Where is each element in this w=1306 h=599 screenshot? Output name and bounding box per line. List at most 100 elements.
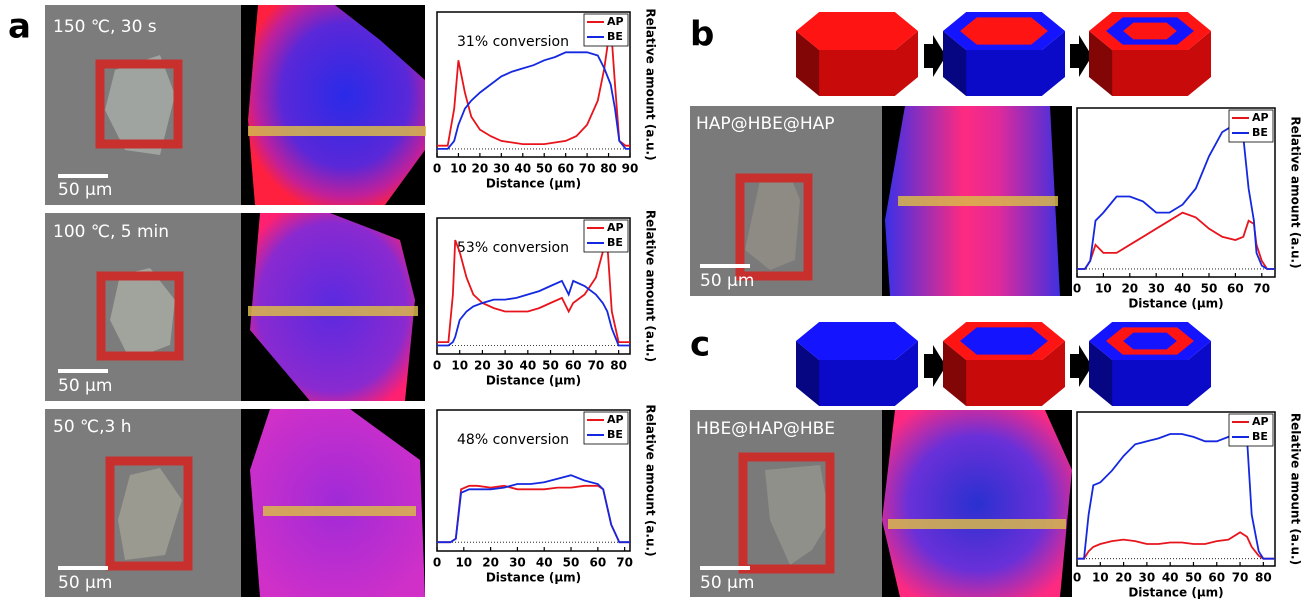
x-axis-label: Distance (μm) [486, 177, 581, 191]
x-tick-label: 0 [1073, 571, 1081, 585]
x-tick-label: 60 [557, 162, 574, 176]
y-axis-label: Relative amount (a.u.) [644, 404, 658, 556]
annotation: 53% conversion [457, 240, 569, 256]
x-tick-label: 40 [1174, 282, 1191, 296]
legend-label: BE [607, 236, 623, 249]
x-tick-label: 70 [1232, 571, 1249, 585]
x-tick-label: 20 [482, 556, 499, 570]
x-axis-label: Distance (μm) [486, 374, 581, 388]
prism-top [960, 17, 1048, 44]
x-tick-label: 60 [565, 359, 582, 373]
prism-top [1123, 333, 1177, 350]
y-axis-label: Relative amount (a.u.) [644, 210, 658, 362]
x-axis-label: Distance (μm) [486, 571, 581, 585]
scale-bar [700, 264, 750, 268]
x-axis-label: Distance (μm) [1128, 297, 1223, 311]
legend-label: BE [1252, 126, 1268, 139]
x-tick-label: 70 [588, 359, 605, 373]
x-tick-label: 60 [589, 556, 606, 570]
x-tick-label: 20 [1115, 571, 1132, 585]
x-tick-label: 30 [509, 556, 526, 570]
x-tick-label: 60 [1227, 282, 1244, 296]
legend-label: BE [607, 428, 623, 441]
panel-label: b [690, 15, 714, 55]
legend-label: BE [607, 30, 623, 43]
legend-label: BE [1252, 430, 1268, 443]
x-tick-label: 60 [1208, 571, 1225, 585]
x-tick-label: 40 [514, 162, 531, 176]
annotation: 48% conversion [457, 432, 569, 448]
arrow [1070, 35, 1092, 77]
image-caption: HAP@HBE@HAP [696, 114, 835, 134]
x-tick-label: 50 [563, 556, 580, 570]
legend-label: AP [607, 15, 624, 28]
legend-label: AP [607, 413, 624, 426]
scale-label: 50 μm [700, 573, 754, 593]
x-tick-label: 50 [1201, 282, 1218, 296]
x-tick-label: 30 [1148, 282, 1165, 296]
y-axis-label: Relative amount (a.u.) [644, 8, 658, 160]
figure: a b c 150 ℃, 30 s 100 ℃, 5 min 50 ℃,3 h … [0, 0, 1306, 599]
x-tick-label: 70 [579, 162, 596, 176]
legend-label: AP [607, 221, 624, 234]
x-tick-label: 10 [455, 556, 472, 570]
x-tick-label: 30 [497, 359, 514, 373]
arrow [924, 345, 946, 387]
x-axis-label: Distance (μm) [1128, 586, 1223, 599]
x-tick-label: 40 [536, 556, 553, 570]
x-tick-label: 70 [616, 556, 633, 570]
annotation: 31% conversion [457, 34, 569, 50]
x-tick-label: 80 [1255, 571, 1272, 585]
y-axis-label: Relative amount (a.u.) [1289, 116, 1303, 268]
line-scan [263, 506, 416, 516]
panel-label: a [8, 7, 31, 47]
x-tick-label: 0 [1073, 282, 1081, 296]
x-tick-label: 50 [536, 162, 553, 176]
x-tick-label: 0 [433, 359, 441, 373]
x-tick-label: 50 [1185, 571, 1202, 585]
line-scan [248, 306, 418, 316]
x-tick-label: 10 [450, 162, 467, 176]
scale-label: 50 μm [58, 180, 112, 200]
scale-bar [700, 566, 750, 570]
scale-bar [58, 369, 108, 373]
prism-top [1123, 23, 1177, 40]
image-caption: 150 ℃, 30 s [53, 17, 157, 37]
y-axis-label: Relative amount (a.u.) [1289, 413, 1303, 565]
x-tick-label: 30 [493, 162, 510, 176]
x-tick-label: 20 [472, 162, 489, 176]
scale-label: 50 μm [58, 573, 112, 593]
image-caption: 50 ℃,3 h [53, 417, 132, 437]
image-caption: 100 ℃, 5 min [53, 222, 169, 242]
x-tick-label: 80 [600, 162, 617, 176]
scale-bar [58, 566, 108, 570]
x-tick-label: 90 [622, 162, 639, 176]
x-tick-label: 40 [1162, 571, 1179, 585]
arrow [1070, 345, 1092, 387]
line-scan [248, 126, 426, 136]
line-scan [898, 196, 1058, 206]
x-tick-label: 70 [1253, 282, 1270, 296]
prism-top [960, 327, 1048, 354]
x-tick-label: 20 [1121, 282, 1138, 296]
line-scan [888, 519, 1066, 529]
legend-label: AP [1252, 111, 1269, 124]
arrow [924, 35, 946, 77]
panel-label: c [690, 325, 710, 365]
x-tick-label: 40 [519, 359, 536, 373]
prism-top [796, 12, 918, 50]
x-tick-label: 10 [451, 359, 468, 373]
x-tick-label: 20 [474, 359, 491, 373]
legend-label: AP [1252, 415, 1269, 428]
x-tick-label: 80 [610, 359, 627, 373]
crystal-fluor [882, 410, 1072, 597]
x-tick-label: 50 [542, 359, 559, 373]
scale-label: 50 μm [700, 271, 754, 291]
x-tick-label: 10 [1095, 282, 1112, 296]
scale-label: 50 μm [58, 376, 112, 396]
x-tick-label: 10 [1092, 571, 1109, 585]
image-caption: HBE@HAP@HBE [696, 419, 835, 439]
scale-bar [58, 174, 108, 178]
x-tick-label: 0 [433, 162, 441, 176]
prism-top [796, 322, 918, 360]
